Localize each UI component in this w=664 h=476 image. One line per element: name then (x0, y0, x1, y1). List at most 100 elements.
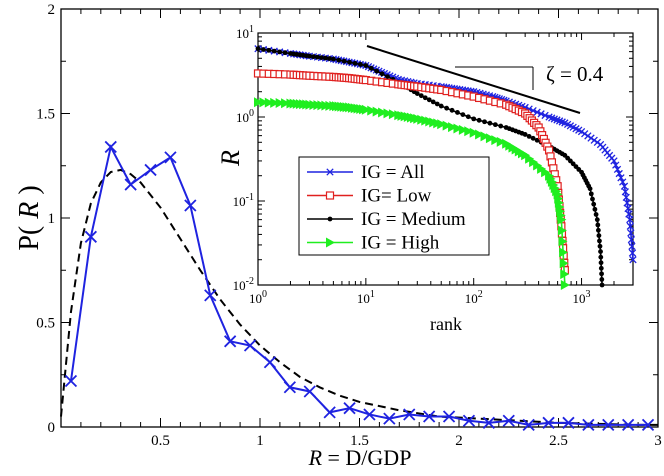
inset-series-point (418, 93, 424, 99)
inset-series-point (612, 161, 620, 169)
inset-series-point (595, 227, 601, 233)
inset-series-point (530, 135, 536, 141)
inset-series-point-stroke (624, 204, 632, 213)
inset-series-point (599, 282, 605, 288)
inset-series-point-stroke (572, 125, 580, 133)
inset-series-point (374, 68, 380, 74)
inset-series-point (352, 60, 358, 66)
main-data-point-stroke (283, 381, 296, 394)
main-data-point (104, 140, 117, 154)
inset-series-point (622, 193, 630, 202)
main-y-tick-label: 2 (48, 2, 56, 18)
main-data-point (383, 412, 396, 425)
inset-series-point (255, 46, 261, 52)
main-y-axis-label: P( R ) (14, 185, 45, 250)
inset-series-point (598, 260, 604, 266)
inset-series-point (426, 97, 432, 103)
main-data-point (542, 416, 555, 429)
inset-series-point (378, 107, 388, 118)
inset-y-tick-label: 10-2 (233, 276, 254, 293)
main-data-point-stroke (622, 418, 635, 432)
main-data-point-stroke (562, 416, 575, 429)
inset-series-point (588, 191, 594, 197)
inset-series-point (367, 105, 377, 116)
main-data-point-stroke (482, 416, 495, 429)
main-data-point (622, 418, 635, 432)
inset-series-point (319, 55, 324, 60)
inset-series-point (621, 188, 630, 196)
main-data-point-stroke (164, 151, 177, 164)
inset-series-point (626, 215, 634, 224)
inset-series-point (537, 110, 545, 118)
inset-series-point (596, 233, 602, 239)
inset-y-axis-label: R (216, 150, 245, 167)
inset-series-point (471, 116, 477, 122)
inset-series-point (522, 132, 528, 137)
inset-series-point (610, 157, 618, 165)
main-data-point-stroke (124, 178, 137, 191)
inset-series-point-stroke (563, 120, 572, 129)
inset-series-point-stroke (620, 182, 629, 190)
main-fit-dashed-line (60, 168, 658, 426)
inset-series-point-stroke (615, 169, 623, 178)
main-data-point-stroke (104, 140, 117, 154)
inset-series-point (598, 254, 604, 260)
inset-series-point (615, 169, 623, 178)
inset-series-point (581, 130, 589, 138)
inset-series-point (541, 111, 549, 120)
inset-series-point (259, 97, 269, 108)
inset-series-point (307, 53, 312, 59)
inset-series-point (383, 108, 393, 119)
main-data-point (522, 418, 535, 432)
main-data-point (462, 414, 476, 427)
main-x-label-suffix: = D/GDP (322, 445, 411, 470)
legend-label: IG = Medium (361, 209, 466, 230)
inset-series-point-stroke (553, 116, 561, 124)
inset-series-point-stroke (558, 118, 566, 126)
inset-series-point (379, 71, 385, 77)
inset-series-point (619, 178, 627, 186)
inset-series-point (623, 199, 631, 207)
legend-swatch-marker-stroke (326, 168, 334, 176)
inset-series-point (282, 50, 288, 56)
inset-series-point (557, 225, 567, 236)
main-data-point-stroke (522, 418, 535, 432)
inset-series-point (444, 105, 450, 111)
main-data-point (602, 418, 615, 432)
inset-series-point (526, 133, 532, 139)
inset-series-point (617, 174, 625, 182)
inset-series-point (330, 56, 336, 62)
inset-series-point (453, 123, 463, 134)
inset-series-point (592, 206, 598, 212)
inset-series-point (368, 65, 374, 71)
inset-series-point (485, 133, 495, 144)
main-data-point-stroke (343, 402, 356, 415)
main-data-point (164, 151, 177, 164)
main-data-point-stroke (224, 335, 237, 348)
main-data-point-stroke (442, 410, 456, 423)
inset-series-point (496, 136, 506, 147)
main-data-point-stroke (323, 406, 336, 419)
inset-series-point-stroke (577, 127, 586, 136)
legend-label: IG = All (361, 162, 425, 183)
inset-series-point (460, 112, 466, 117)
inset-series-point (559, 247, 569, 258)
main-data-point-stroke (64, 374, 78, 388)
inset-series-point (326, 56, 332, 61)
slope-guide-line (366, 45, 581, 114)
main-y-tick-label: 1 (48, 211, 56, 227)
main-data-point (64, 374, 78, 388)
inset-series-point-stroke (587, 134, 595, 142)
inset-series-point-stroke (613, 165, 622, 174)
main-data-point (442, 410, 456, 423)
main-x-tick-label: 2 (455, 433, 463, 449)
main-data-point (283, 381, 296, 394)
legend-swatch-marker (326, 237, 335, 248)
inset-series-point (449, 107, 455, 113)
inset-series-point (464, 126, 474, 137)
inset-series-point (629, 256, 637, 264)
legend-entry: IG = Medium (307, 209, 466, 230)
inset-series-point (590, 136, 598, 144)
inset-series-point-stroke (569, 123, 577, 131)
